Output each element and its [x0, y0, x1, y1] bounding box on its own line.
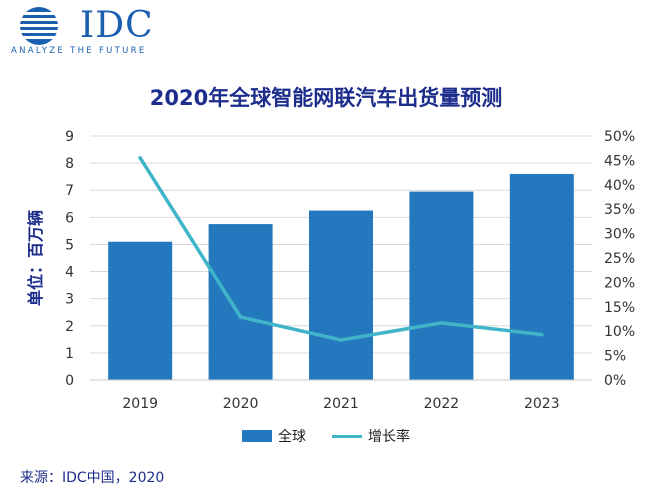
- y2-tick-label: 10%: [604, 324, 635, 340]
- legend-label-line: 增长率: [368, 429, 410, 445]
- x-tick-label: 2019: [122, 396, 158, 412]
- legend: 全球 增长率: [0, 426, 652, 446]
- y2-tick-label: 45%: [604, 153, 635, 169]
- legend-label-bar: 全球: [278, 429, 306, 445]
- y2-tick-label: 40%: [604, 178, 635, 194]
- globe-icon: [16, 7, 62, 45]
- idc-logo: IDC ANALYZE THE FUTURE: [8, 6, 168, 62]
- bar: [208, 224, 273, 380]
- growth-point: [238, 315, 243, 319]
- bar: [309, 210, 373, 380]
- y-axis-right: 0% 5% 10% 15% 20% 25% 30% 35% 40% 45% 50%: [604, 129, 635, 389]
- growth-point: [138, 156, 142, 160]
- x-tick-label: 2021: [323, 396, 359, 412]
- growth-point: [339, 338, 343, 342]
- legend-swatch-line: [332, 434, 362, 438]
- growth-point: [540, 332, 544, 337]
- y2-tick-label: 25%: [604, 251, 635, 267]
- y-tick-label: 7: [65, 183, 74, 199]
- x-tick-label: 2022: [424, 396, 460, 412]
- y-tick-label: 6: [65, 210, 74, 226]
- y-tick-label: 2: [65, 319, 74, 335]
- y-tick-label: 0: [65, 373, 74, 389]
- bar: [108, 241, 173, 380]
- source-note: 来源：IDC中国，2020: [20, 470, 165, 486]
- growth-point: [439, 321, 444, 325]
- y2-tick-label: 15%: [604, 300, 635, 316]
- x-tick-label: 2020: [223, 396, 259, 412]
- y-tick-label: 9: [65, 129, 74, 145]
- y2-tick-label: 50%: [604, 129, 635, 145]
- bar: [409, 191, 474, 380]
- y-tick-label: 4: [65, 265, 74, 281]
- growth-line-series: [138, 156, 544, 342]
- y2-tick-label: 30%: [604, 227, 635, 243]
- legend-item-bar: 全球: [242, 426, 306, 446]
- x-tick-label: 2023: [524, 396, 560, 412]
- y-tick-label: 5: [65, 237, 74, 253]
- x-axis: 2019 2020 2021 2022 2023: [90, 379, 592, 412]
- logo-brand: IDC: [80, 5, 154, 46]
- bar: [509, 173, 574, 380]
- y-axis-label: 单位：百万辆: [26, 209, 45, 307]
- y-tick-label: 1: [65, 346, 74, 362]
- y-tick-label: 8: [65, 156, 74, 172]
- y2-tick-label: 0%: [604, 373, 626, 389]
- logo-tagline: ANALYZE THE FUTURE: [11, 46, 147, 56]
- bar-series: [108, 173, 574, 380]
- chart-title: 2020年全球智能网联汽车出货量预测: [149, 86, 503, 110]
- y2-tick-label: 20%: [604, 275, 635, 291]
- y2-tick-label: 5%: [604, 349, 626, 365]
- y-tick-label: 3: [65, 292, 74, 308]
- y-axis-left: 0 1 2 3 4 5 6 7 8 9: [65, 129, 74, 389]
- legend-item-line: 增长率: [332, 426, 410, 446]
- legend-swatch-bar: [242, 430, 272, 442]
- y2-tick-label: 35%: [604, 202, 635, 218]
